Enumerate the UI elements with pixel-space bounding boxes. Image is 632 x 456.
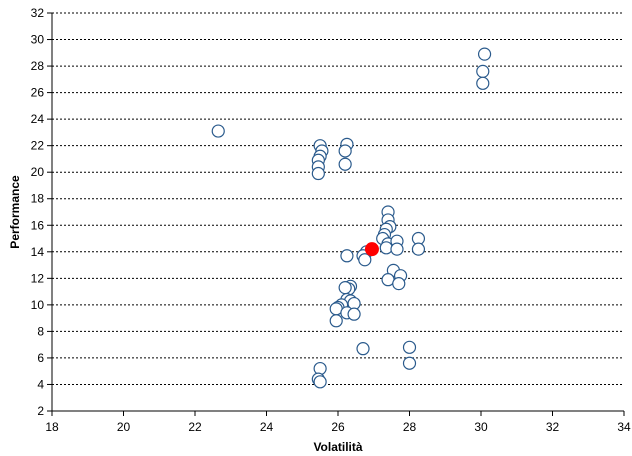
data-point [211, 124, 225, 138]
data-point [338, 157, 352, 171]
data-point [313, 375, 327, 389]
x-tick-label: 26 [331, 420, 345, 434]
data-point [392, 277, 406, 291]
y-tick-label: 26 [31, 86, 45, 100]
data-point [402, 340, 417, 354]
x-tick-label: 30 [474, 420, 488, 434]
y-tick-label: 10 [31, 298, 45, 312]
data-point [313, 361, 327, 376]
x-tick-label: 18 [45, 420, 59, 434]
axes [51, 13, 624, 412]
y-tick-label: 16 [31, 218, 45, 232]
data-point [390, 242, 404, 256]
data-points [211, 47, 492, 389]
data-point [358, 253, 372, 267]
y-tick-label: 14 [31, 245, 45, 259]
highlighted-data-point [364, 242, 379, 257]
y-tick-label: 28 [31, 59, 45, 73]
data-point [411, 242, 426, 256]
y-tick-label: 8 [37, 324, 44, 338]
x-tick-label: 22 [188, 420, 202, 434]
y-tick-label: 32 [31, 6, 45, 20]
data-point [477, 47, 492, 61]
x-axis-label: Volatilità [313, 440, 362, 454]
y-tick-label: 20 [31, 165, 45, 179]
data-point [311, 166, 325, 181]
data-point [476, 76, 490, 90]
y-tick-label: 4 [37, 377, 44, 391]
data-point [338, 144, 352, 158]
y-axis-label: Performance [8, 175, 22, 249]
data-point [340, 249, 354, 263]
grid-lines [52, 12, 624, 385]
y-tick-label: 6 [37, 351, 44, 365]
data-point [356, 342, 370, 356]
y-tick-label: 30 [31, 33, 45, 47]
y-tick-label: 24 [31, 112, 45, 126]
data-point [347, 307, 361, 321]
x-tick-label: 34 [617, 420, 631, 434]
x-tick-label: 24 [260, 420, 274, 434]
data-point [402, 356, 417, 370]
x-tick-label: 32 [546, 420, 560, 434]
x-tick-label: 20 [117, 420, 131, 434]
y-tick-label: 2 [37, 404, 44, 418]
x-tick-label: 28 [403, 420, 417, 434]
data-point [338, 281, 352, 295]
y-tick-label: 18 [31, 192, 45, 206]
y-tick-label: 22 [31, 139, 45, 153]
data-point [379, 241, 393, 255]
y-tick-label: 12 [31, 271, 45, 285]
data-point [329, 314, 343, 328]
data-point [476, 64, 490, 78]
